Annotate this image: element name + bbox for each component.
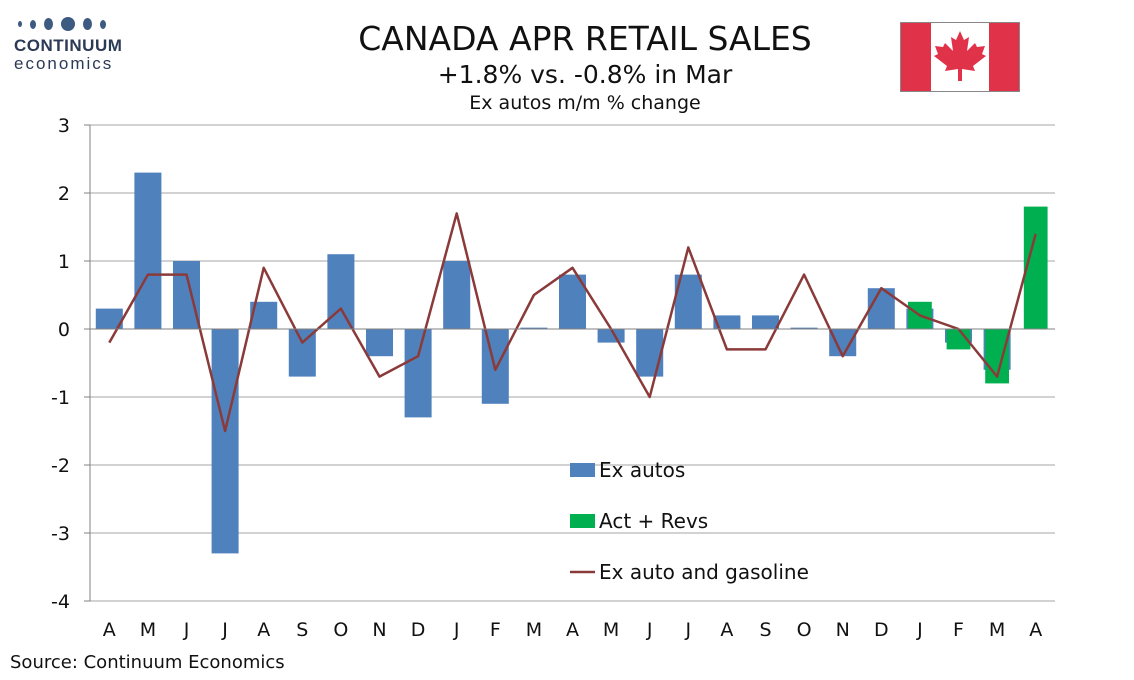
chart-subtitle: +1.8% vs. -0.8% in Mar xyxy=(437,60,733,89)
logo-dots xyxy=(14,14,138,34)
x-tick-label: D xyxy=(411,619,426,641)
bar-ex-autos-8 xyxy=(404,329,432,418)
x-tick-label: A xyxy=(257,619,270,641)
bar-ex-autos-16 xyxy=(713,315,741,329)
x-tick-label: O xyxy=(333,619,348,641)
y-tick-label: -1 xyxy=(51,387,70,409)
bar-ex-autos-18 xyxy=(790,327,818,329)
x-tick-label: A xyxy=(566,619,579,641)
legend-swatch xyxy=(570,463,595,477)
bar-ex-autos-14 xyxy=(636,329,664,377)
y-tick-label: 0 xyxy=(58,319,70,341)
logo-subname: economics xyxy=(14,54,114,73)
line-series xyxy=(108,212,1037,433)
x-tick-label: M xyxy=(989,619,1005,641)
x-tick-label: A xyxy=(103,619,116,641)
bar-ex-autos-9 xyxy=(443,261,471,329)
x-tick-label: S xyxy=(296,619,308,641)
legend-label: Act + Revs xyxy=(599,509,708,533)
x-tick-label: N xyxy=(372,619,386,641)
y-tick-label: -4 xyxy=(51,591,70,613)
bar-act-revs-22 xyxy=(946,329,971,350)
x-tick-label: M xyxy=(140,619,156,641)
bar-ex-autos-1 xyxy=(134,172,162,329)
x-tick-label: F xyxy=(490,619,501,641)
bar-ex-autos-2 xyxy=(172,261,201,329)
bar-ex-autos-5 xyxy=(288,329,316,377)
bar-ex-autos-7 xyxy=(365,329,394,357)
bars xyxy=(95,172,1048,554)
y-tick-label: 2 xyxy=(58,183,70,205)
x-tick-label: D xyxy=(874,619,889,641)
x-tick-label: J xyxy=(684,619,691,641)
bar-act-revs-24 xyxy=(1023,206,1048,329)
y-tick-label: 3 xyxy=(58,115,70,137)
bar-ex-autos-3 xyxy=(211,329,239,554)
y-tick-label: 1 xyxy=(58,251,70,273)
x-tick-label: A xyxy=(1029,619,1042,641)
canada-flag-icon xyxy=(900,22,1020,92)
y-tick-label: -3 xyxy=(51,523,70,545)
x-tick-label: J xyxy=(916,619,923,641)
bar-ex-autos-17 xyxy=(751,315,780,329)
x-tick-label: J xyxy=(453,619,460,641)
x-tick-label: A xyxy=(720,619,733,641)
chart-title: CANADA APR RETAIL SALES xyxy=(358,19,812,58)
x-tick-label: M xyxy=(526,619,542,641)
axes: 3 2 1 0 -1 -2 -3 -4 A M J J A S O N D J F M A M J J A S O N D J F M A xyxy=(51,115,1055,641)
bar-ex-autos-19 xyxy=(829,329,857,357)
x-tick-label: J xyxy=(646,619,653,641)
legend-label: Ex auto and gasoline xyxy=(599,560,809,584)
bar-ex-autos-0 xyxy=(95,308,123,329)
source-note: Source: Continuum Economics xyxy=(10,652,285,673)
x-tick-label: S xyxy=(759,619,771,641)
chart-subtitle-2: Ex autos m/m % change xyxy=(469,92,701,114)
x-tick-label: M xyxy=(603,619,619,641)
x-tick-label: O xyxy=(797,619,812,641)
continuum-logo: CONTINUUM economics xyxy=(14,14,138,74)
x-tick-label: J xyxy=(183,619,190,641)
legend-swatch xyxy=(570,514,595,528)
x-tick-label: N xyxy=(836,619,850,641)
x-tick-label: F xyxy=(953,619,964,641)
bar-ex-autos-11 xyxy=(520,327,548,329)
legend-label: Ex autos xyxy=(599,458,685,482)
logo-name: CONTINUUM xyxy=(14,36,123,55)
x-tick-label: J xyxy=(221,619,228,641)
chart-titles: CANADA APR RETAIL SALES +1.8% vs. -0.8% … xyxy=(285,18,885,116)
legend: Ex autos Act + Revs Ex auto and gasoline xyxy=(570,458,809,584)
y-tick-label: -2 xyxy=(51,455,70,477)
line-ex-auto-and-gasoline xyxy=(108,212,1037,433)
